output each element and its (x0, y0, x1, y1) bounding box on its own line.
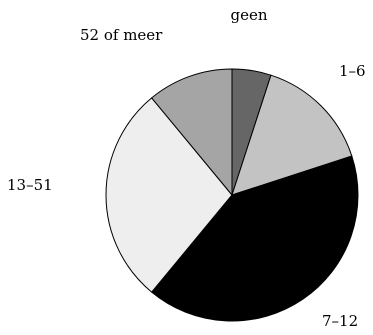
pie-slice-52-of-meer (150, 68, 233, 197)
pie-slice-1-6 (231, 74, 353, 196)
pie-slice-7-12 (150, 155, 359, 322)
pie-slice-13-51 (105, 97, 233, 293)
label-52-of-meer: 52 of meer (80, 26, 163, 44)
pie-slices (105, 68, 359, 322)
pie-labels: geen 1–6 7–12 13–51 52 of meer (7, 6, 366, 330)
label-1-6: 1–6 (339, 62, 366, 80)
label-7-12: 7–12 (322, 312, 358, 330)
label-13-51: 13–51 (7, 176, 53, 194)
label-geen: geen (230, 6, 267, 24)
